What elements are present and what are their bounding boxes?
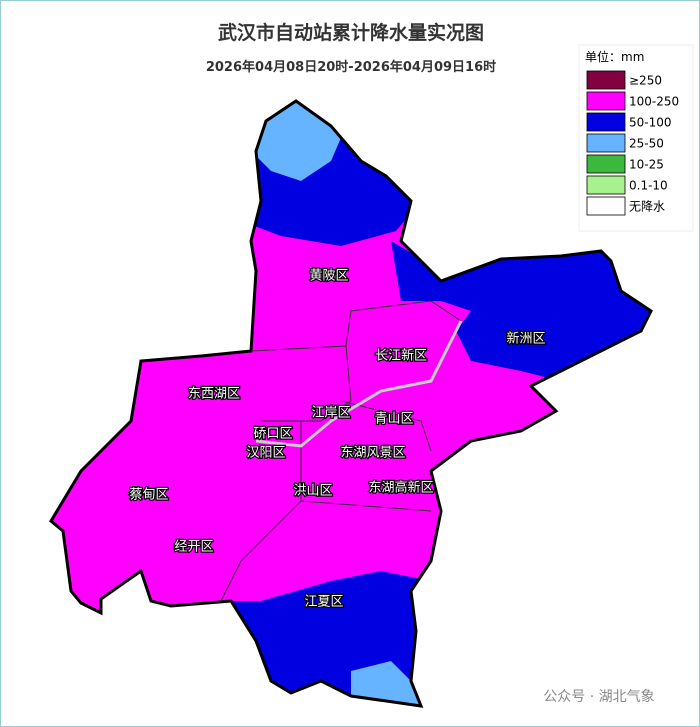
- district-borders: [220, 300, 462, 602]
- legend-label: 25-50: [629, 137, 664, 151]
- legend: ≥250 100-250 50-100 25-50 10-25 0.1-10 无降水: [586, 70, 679, 216]
- district-label: 东湖风景区: [340, 446, 405, 461]
- district-label: 东西湖区: [188, 387, 240, 402]
- subtitle: 2026年04月08日20时-2026年04月09日16时: [206, 59, 496, 75]
- district-label: 东湖高新区: [368, 480, 433, 496]
- rain-25-50: [351, 661, 421, 706]
- legend-swatch: [586, 196, 626, 216]
- district-label: 经开区: [174, 540, 213, 555]
- legend-swatch: [586, 154, 626, 174]
- legend-unit: 单位：mm: [585, 49, 644, 64]
- legend-label: 100-250: [629, 95, 679, 109]
- river: [255, 320, 463, 448]
- legend-label: 0.1-10: [629, 179, 668, 193]
- legend-swatch: [586, 133, 626, 153]
- district-label: 硚口区: [253, 427, 292, 442]
- legend-swatch: [586, 175, 626, 195]
- legend-swatch: [586, 91, 626, 111]
- legend-label: 10-25: [629, 158, 664, 172]
- district-label: 洪山区: [293, 484, 332, 499]
- district-label: 江夏区: [304, 595, 343, 610]
- legend-label: 无降水: [629, 200, 665, 214]
- district-label: 江岸区: [311, 406, 350, 421]
- legend-swatch: [586, 112, 626, 132]
- district-label: 黄陂区: [309, 268, 348, 284]
- district-label: 长江新区: [375, 348, 427, 364]
- district-label: 青山区: [374, 412, 413, 427]
- district-label: 新洲区: [506, 331, 545, 347]
- watermark: 公众号 · 湖北气象: [543, 689, 654, 705]
- legend-label: ≥250: [629, 74, 662, 88]
- legend-label: 50-100: [629, 116, 672, 130]
- title: 武汉市自动站累计降水量实况图: [218, 21, 484, 44]
- district-label: 汉阳区: [246, 446, 285, 461]
- legend-swatch: [586, 70, 626, 90]
- district-label: 蔡甸区: [129, 488, 168, 503]
- rain-50-100: [241, 101, 421, 246]
